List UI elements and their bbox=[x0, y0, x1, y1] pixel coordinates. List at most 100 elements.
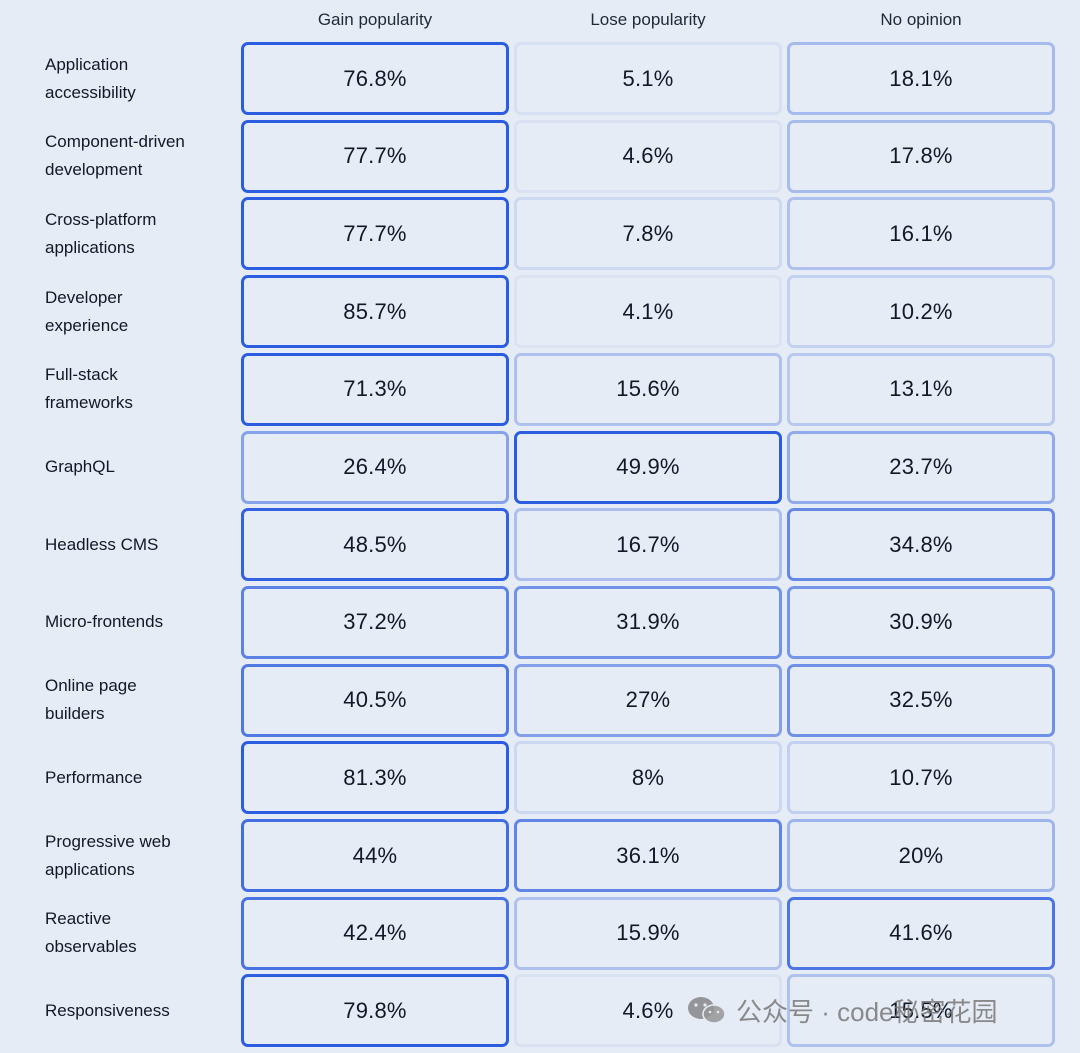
heatmap-cell: 32.5% bbox=[787, 663, 1055, 737]
heatmap-cell: 76.8% bbox=[241, 42, 509, 115]
heatmap-cell: 16.7% bbox=[514, 508, 782, 582]
cell-value: 30.9% bbox=[889, 609, 953, 635]
cell-value: 77.7% bbox=[343, 143, 407, 169]
row-label-line: Full-stack bbox=[45, 365, 118, 385]
cell-value: 41.6% bbox=[889, 920, 953, 946]
row-label-line: builders bbox=[45, 704, 105, 724]
cell-value: 23.7% bbox=[889, 454, 953, 479]
cell-value: 5.1% bbox=[622, 65, 674, 91]
heatmap-cell: 4.6% bbox=[514, 974, 782, 1048]
cell-value: 44% bbox=[352, 842, 398, 868]
row-label-line: observables bbox=[45, 937, 137, 957]
heatmap-cell: 15.6% bbox=[514, 352, 782, 426]
cell-value: 34.8% bbox=[889, 531, 953, 557]
row-label-line: Online page bbox=[45, 676, 137, 696]
cell-value: 13.1% bbox=[889, 376, 953, 402]
heatmap-cell: 27% bbox=[514, 663, 782, 737]
heatmap-cell: 5.1% bbox=[514, 42, 782, 115]
cell-value: 10.2% bbox=[889, 298, 953, 324]
cell-value: 7.8% bbox=[622, 220, 674, 246]
cell-value: 27% bbox=[625, 687, 671, 713]
cell-value: 76.8% bbox=[343, 65, 407, 91]
heatmap-cell: 42.4% bbox=[241, 896, 509, 970]
row-label: GraphQL bbox=[45, 431, 230, 504]
heatmap-cell: 36.1% bbox=[514, 819, 782, 892]
row-label-line: accessibility bbox=[45, 82, 136, 102]
cell-value: 32.5% bbox=[889, 687, 953, 713]
row-label-line: development bbox=[45, 160, 143, 180]
heatmap-cell: 18.1% bbox=[787, 42, 1055, 115]
heatmap-cell: 16.1% bbox=[787, 197, 1055, 271]
heatmap-cell: 44% bbox=[241, 819, 509, 892]
cell-value: 42.4% bbox=[343, 920, 407, 946]
row-label: Reactive observables bbox=[45, 897, 230, 970]
heatmap-cell: 17.8% bbox=[787, 119, 1055, 193]
cell-value: 16.1% bbox=[889, 220, 953, 246]
cell-value: 15.9% bbox=[616, 920, 680, 946]
heatmap-cell: 15.9% bbox=[514, 896, 782, 970]
cell-value: 77.7% bbox=[343, 220, 407, 246]
heatmap-cell: 34.8% bbox=[787, 508, 1055, 582]
heatmap-cell: 23.7% bbox=[787, 430, 1055, 504]
heatmap-cell: 40.5% bbox=[241, 663, 509, 737]
row-label-line: Component-driven bbox=[45, 132, 185, 152]
row-label: Progressive web applications bbox=[45, 819, 230, 892]
row-label-line: applications bbox=[45, 859, 135, 879]
cell-value: 40.5% bbox=[343, 687, 407, 713]
heatmap-cell: 26.4% bbox=[241, 430, 509, 504]
row-label-line: Progressive web bbox=[45, 831, 171, 851]
column-header-2: No opinion bbox=[880, 10, 962, 29]
heatmap-cell: 77.7% bbox=[241, 119, 509, 193]
heatmap-cell: 31.9% bbox=[514, 585, 782, 659]
cell-value: 71.3% bbox=[343, 376, 407, 402]
row-label: Application accessibility bbox=[45, 42, 230, 115]
heatmap-cell: 41.6% bbox=[787, 896, 1055, 970]
row-label-line: GraphQL bbox=[45, 457, 115, 476]
row-label-line: Application bbox=[45, 54, 129, 74]
heatmap-cell: 10.2% bbox=[787, 275, 1055, 349]
heatmap-cell: 15.5% bbox=[787, 974, 1055, 1048]
row-label-line: experience bbox=[45, 315, 129, 335]
row-label-line: Micro-frontends bbox=[45, 612, 164, 632]
heatmap-cell: 8% bbox=[514, 741, 782, 815]
heatmap-cell: 71.3% bbox=[241, 352, 509, 426]
cell-value: 17.8% bbox=[889, 143, 953, 169]
heatmap-cell: 37.2% bbox=[241, 585, 509, 659]
row-label: Online page builders bbox=[45, 664, 230, 737]
cell-value: 8% bbox=[631, 764, 665, 790]
cell-value: 85.7% bbox=[343, 298, 407, 324]
row-label-line: applications bbox=[45, 237, 135, 257]
row-label-line: Headless CMS bbox=[45, 534, 159, 554]
row-label-line: Cross-platform bbox=[45, 209, 157, 229]
cell-value: 10.7% bbox=[889, 764, 953, 790]
heatmap-cell: 7.8% bbox=[514, 197, 782, 271]
cell-value: 4.6% bbox=[622, 143, 674, 169]
row-label-line: frameworks bbox=[45, 393, 133, 413]
row-label: Cross-platform applications bbox=[45, 197, 230, 270]
column-header-0: Gain popularity bbox=[317, 10, 433, 29]
cell-value: 16.7% bbox=[616, 531, 680, 557]
cell-value: 20% bbox=[898, 842, 944, 868]
heatmap-cell: 79.8% bbox=[241, 974, 509, 1048]
cell-value: 36.1% bbox=[616, 842, 680, 868]
row-label: Full-stack frameworks bbox=[45, 353, 230, 426]
cell-value: 15.5% bbox=[889, 997, 953, 1023]
heatmap-cell: 85.7% bbox=[241, 275, 509, 349]
row-label-line: Performance bbox=[45, 767, 143, 787]
cell-value: 49.9% bbox=[616, 454, 680, 479]
cell-value: 81.3% bbox=[343, 764, 407, 790]
heatmap-cell: 30.9% bbox=[787, 585, 1055, 659]
cell-value: 15.6% bbox=[616, 376, 680, 402]
row-label: Performance bbox=[45, 741, 230, 814]
heatmap-cell: 4.6% bbox=[514, 119, 782, 193]
cell-value: 26.4% bbox=[343, 454, 407, 479]
cell-value: 31.9% bbox=[616, 609, 680, 635]
row-label: Developer experience bbox=[45, 275, 230, 348]
column-header-1: Lose popularity bbox=[590, 10, 706, 29]
heatmap-cell: 48.5% bbox=[241, 508, 509, 582]
cell-value: 48.5% bbox=[343, 531, 407, 557]
cell-value: 4.6% bbox=[622, 997, 674, 1023]
heatmap-cell: 13.1% bbox=[787, 352, 1055, 426]
cell-value: 18.1% bbox=[889, 65, 953, 91]
heatmap-cell: 77.7% bbox=[241, 197, 509, 271]
